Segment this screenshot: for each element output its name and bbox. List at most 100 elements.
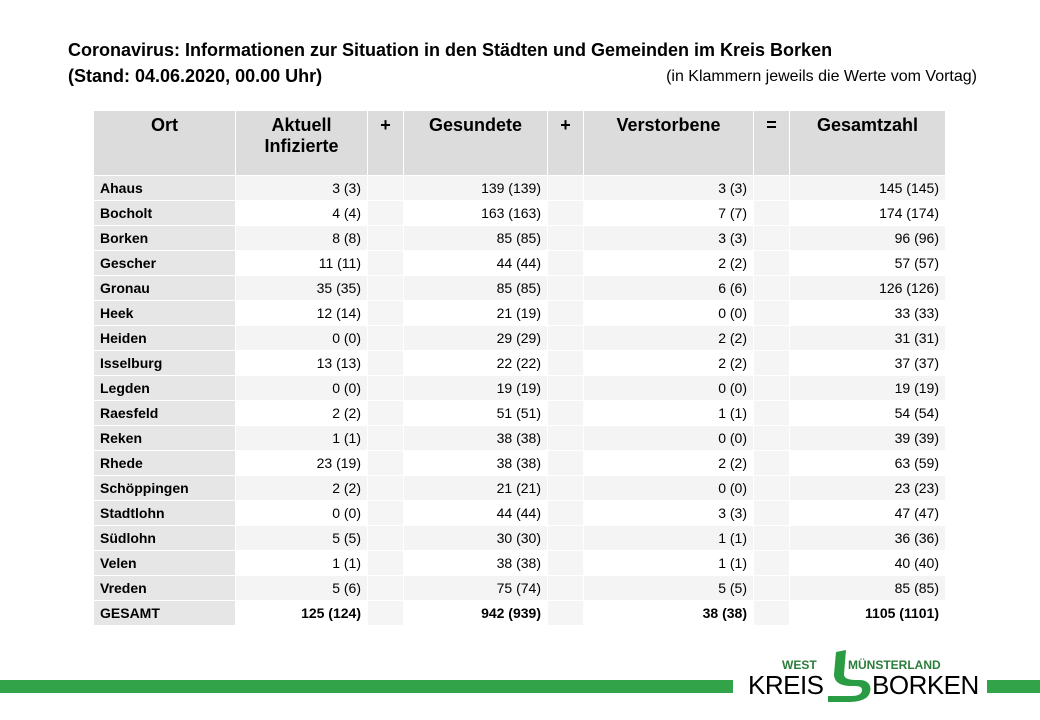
cell-spacer [753,300,790,326]
cell-spacer [367,375,404,401]
cell-gesamt: 174 (174) [789,200,946,226]
cell-verstorbene: 2 (2) [583,250,754,276]
cell-gesamt: 19 (19) [789,375,946,401]
page-stand: (Stand: 04.06.2020, 00.00 Uhr) [68,66,323,86]
table-row: Gescher 11 (11) 44 (44) 2 (2) 57 (57) [93,250,946,276]
cell-verstorbene: 1 (1) [583,550,754,576]
table-row: Stadtlohn 0 (0) 44 (44) 3 (3) 47 (47) [93,500,946,526]
cell-ort: Borken [93,225,236,251]
cell-gesamt: 23 (23) [789,475,946,501]
page-title: Coronavirus: Informationen zur Situation… [68,40,833,60]
cell-spacer [367,425,404,451]
cell-ort: Velen [93,550,236,576]
cell-verstorbene: 2 (2) [583,450,754,476]
cell-aktuell: 5 (6) [235,575,368,601]
cell-aktuell: 2 (2) [235,400,368,426]
header-plus-1: + [367,110,404,176]
table-row: Isselburg 13 (13) 22 (22) 2 (2) 37 (37) [93,350,946,376]
page-note: (in Klammern jeweils die Werte vom Vorta… [666,68,977,85]
cell-verstorbene: 6 (6) [583,275,754,301]
cell-spacer [753,525,790,551]
cell-gesundete: 85 (85) [403,275,548,301]
cell-spacer [753,225,790,251]
cell-ort: Vreden [93,575,236,601]
cell-gesundete: 942 (939) [403,600,548,626]
cell-spacer [753,325,790,351]
cell-gesamt: 40 (40) [789,550,946,576]
cell-spacer [547,275,584,301]
cell-gesundete: 75 (74) [403,575,548,601]
cell-spacer [547,550,584,576]
cell-ort: Ahaus [93,175,236,201]
cell-gesundete: 21 (21) [403,475,548,501]
cell-verstorbene: 5 (5) [583,575,754,601]
table-total-row: GESAMT 125 (124) 942 (939) 38 (38) 1105 (110… [93,600,946,626]
header-aktuell: Aktuell Infizierte [235,110,368,176]
logo-kreis: KREIS [748,670,824,700]
cell-spacer [547,375,584,401]
cell-verstorbene: 3 (3) [583,225,754,251]
cell-spacer [547,500,584,526]
table-header-row: Ort Aktuell Infizierte + Gesundete + Ver… [93,110,946,176]
cell-aktuell: 8 (8) [235,225,368,251]
cell-ort: Gronau [93,275,236,301]
header-ort: Ort [93,110,236,176]
cell-ort: Heek [93,300,236,326]
cell-verstorbene: 2 (2) [583,350,754,376]
cell-spacer [367,400,404,426]
cell-gesundete: 51 (51) [403,400,548,426]
table-row: Heek 12 (14) 21 (19) 0 (0) 33 (33) [93,300,946,326]
cell-gesundete: 22 (22) [403,350,548,376]
cell-gesundete: 85 (85) [403,225,548,251]
cell-aktuell: 5 (5) [235,525,368,551]
cell-gesundete: 38 (38) [403,450,548,476]
cell-ort: Legden [93,375,236,401]
cell-verstorbene: 7 (7) [583,200,754,226]
cell-gesundete: 30 (30) [403,525,548,551]
cell-gesundete: 44 (44) [403,250,548,276]
cell-aktuell: 1 (1) [235,425,368,451]
cell-spacer [367,250,404,276]
cell-aktuell: 13 (13) [235,350,368,376]
cell-aktuell: 23 (19) [235,450,368,476]
cell-verstorbene: 1 (1) [583,400,754,426]
cell-spacer [753,400,790,426]
cell-gesamt: 33 (33) [789,300,946,326]
cell-ort: Rhede [93,450,236,476]
cell-spacer [367,450,404,476]
cell-aktuell: 2 (2) [235,475,368,501]
cell-spacer [547,225,584,251]
kreis-borken-logo: WEST MÜNSTERLAND KREIS BORKEN [748,648,979,704]
cell-gesamt: 54 (54) [789,400,946,426]
cell-spacer [753,250,790,276]
cell-aktuell: 0 (0) [235,375,368,401]
cell-spacer [547,450,584,476]
cell-verstorbene: 1 (1) [583,525,754,551]
cell-spacer [547,350,584,376]
table-row: Borken 8 (8) 85 (85) 3 (3) 96 (96) [93,225,946,251]
cell-ort: Raesfeld [93,400,236,426]
cell-ort: Reken [93,425,236,451]
cell-spacer [367,175,404,201]
cell-gesundete: 163 (163) [403,200,548,226]
cell-ort: Heiden [93,325,236,351]
cell-spacer [753,275,790,301]
cell-ort: GESAMT [93,600,236,626]
cell-aktuell: 0 (0) [235,500,368,526]
cell-spacer [367,575,404,601]
cell-spacer [753,475,790,501]
cell-spacer [367,225,404,251]
cell-spacer [547,475,584,501]
header-gesamtzahl: Gesamtzahl [789,110,946,176]
cell-spacer [547,425,584,451]
cell-gesamt: 96 (96) [789,225,946,251]
cell-gesamt: 63 (59) [789,450,946,476]
cell-gesamt: 145 (145) [789,175,946,201]
logo-muensterland: MÜNSTERLAND [848,658,941,672]
cell-gesundete: 29 (29) [403,325,548,351]
cell-gesamt: 36 (36) [789,525,946,551]
cell-spacer [547,175,584,201]
cell-gesamt: 57 (57) [789,250,946,276]
cell-verstorbene: 3 (3) [583,500,754,526]
cell-aktuell: 11 (11) [235,250,368,276]
